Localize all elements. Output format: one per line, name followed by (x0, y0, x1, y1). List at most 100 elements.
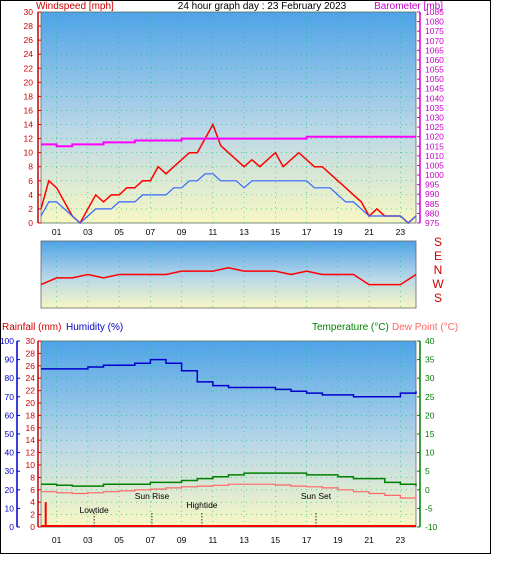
humidity-tick-label: 0 (9, 522, 14, 532)
x-tick-label: 05 (114, 227, 124, 237)
temp-plot-area (40, 340, 417, 528)
direction-series (40, 267, 417, 286)
humidity-tick-label: 30 (5, 466, 15, 476)
windspeed-tick-label: 28 (24, 21, 34, 31)
barometer-tick-label: 1055 (425, 65, 444, 75)
annotation-label: Sun Rise (135, 491, 170, 501)
windspeed-tick-label: 4 (28, 190, 33, 200)
humidity-tick-label: 50 (5, 429, 15, 439)
annotation-label: Sun Set (301, 491, 332, 501)
temperature-tick-label: 30 (425, 373, 435, 383)
x-tick-label: 01 (52, 535, 62, 545)
rainfall-tick-label: 20 (26, 398, 36, 408)
temperature-tick-label: 20 (425, 410, 435, 420)
dewpoint-label: Dew Point (°C) (392, 322, 458, 333)
humidity-tick-label: 10 (5, 503, 15, 513)
wind-plot-area (40, 11, 417, 224)
windspeed-tick-label: 18 (24, 91, 34, 101)
x-tick-label: 01 (52, 227, 62, 237)
barometer-tick-label: 990 (425, 189, 439, 199)
x-tick-label: 03 (83, 227, 93, 237)
windspeed-tick-label: 22 (24, 63, 34, 73)
temperature-tick-label: 5 (425, 466, 430, 476)
windspeed-tick-label: 10 (24, 148, 34, 158)
rainfall-tick-label: 4 (30, 497, 35, 507)
barometer-ticks: 9759809859909951000100510101015102010251… (417, 7, 444, 228)
temperature-tick-label: 0 (425, 485, 430, 495)
rainfall-tick-label: 2 (30, 510, 35, 520)
temperature-tick-label: 35 (425, 355, 435, 365)
rainfall-tick-label: 18 (26, 410, 36, 420)
temperature-tick-label: -10 (425, 522, 438, 532)
direction-plot-area (40, 240, 417, 309)
x-tick-label: 19 (333, 535, 343, 545)
windspeed-label: Windspeed [mph] (36, 1, 114, 12)
x-tick-label: 11 (208, 227, 217, 237)
rainfall-tick-label: 22 (26, 386, 36, 396)
barometer-tick-label: 1075 (425, 26, 444, 36)
barometer-tick-label: 980 (425, 208, 439, 218)
rainfall-tick-label: 12 (26, 448, 36, 458)
windspeed-tick-label: 30 (24, 7, 34, 17)
humidity-tick-label: 60 (5, 410, 15, 420)
humidity-tick-label: 70 (5, 392, 15, 402)
humidity-tick-label: 20 (5, 485, 15, 495)
barometer-tick-label: 1005 (425, 160, 444, 170)
barometer-tick-label: 1025 (425, 122, 444, 132)
rainfall-tick-label: 16 (26, 423, 36, 433)
x-tick-label: 11 (208, 535, 217, 545)
barometer-label: Barometer [mb] (374, 1, 443, 12)
rainfall-tick-label: 24 (26, 373, 36, 383)
x-tick-label: 21 (364, 535, 374, 545)
wind-series (40, 122, 417, 225)
rainfall-tick-label: 8 (30, 472, 35, 482)
direction-label: W (432, 277, 444, 291)
windspeed-tick-label: 2 (28, 204, 33, 214)
x-tick-label: 13 (239, 535, 249, 545)
annotation-label: Lowtide (79, 505, 109, 515)
direction-label: S (434, 291, 442, 305)
rainfall-tick-label: 10 (26, 460, 36, 470)
windspeed-tick-label: 24 (24, 49, 34, 59)
direction-label: N (434, 263, 443, 277)
barometer-tick-label: 1080 (425, 17, 444, 27)
temp-series (41, 358, 417, 527)
barometer-tick-label: 1015 (425, 141, 444, 151)
average-wind-line (40, 173, 417, 224)
rainfall-tick-label: 14 (26, 435, 36, 445)
barometer-tick-label: 1040 (425, 93, 444, 103)
windspeed-tick-label: 14 (24, 120, 34, 130)
x-tick-label: 03 (83, 535, 93, 545)
x-tick-label: 09 (177, 535, 187, 545)
humidity-tick-label: 100 (0, 336, 14, 346)
barometer-tick-label: 1050 (425, 74, 444, 84)
direction-grid (56, 241, 401, 308)
rainfall-tick-label: 6 (30, 485, 35, 495)
x-tick-label: 23 (396, 535, 406, 545)
barometer-tick-label: 1065 (425, 45, 444, 55)
temp-x-ticks: 01 03 05 07 09 11 13 15 17 19 21 23 (52, 535, 405, 545)
barometer-line (41, 135, 416, 148)
direction-label: E (434, 249, 442, 263)
barometer-tick-label: 1060 (425, 55, 444, 65)
windspeed-tick-label: 12 (24, 134, 34, 144)
wind-x-ticks: 01 03 05 07 09 11 13 15 17 19 21 23 (52, 227, 405, 237)
humidity-label: Humidity (%) (66, 322, 123, 333)
x-tick-label: 21 (364, 227, 374, 237)
tide-sun-annotations: Lowtide Sun Rise Hightide Sun Set (79, 491, 332, 527)
barometer-tick-label: 985 (425, 199, 439, 209)
barometer-tick-label: 1085 (425, 7, 444, 17)
graph-title: 24 hour graph day : 23 February 2023 (178, 1, 347, 12)
x-tick-label: 05 (114, 535, 124, 545)
x-tick-label: 07 (146, 227, 156, 237)
x-tick-label: 15 (271, 535, 281, 545)
x-tick-label: 13 (239, 227, 249, 237)
barometer-tick-label: 1010 (425, 151, 444, 161)
temperature-tick-label: 25 (425, 392, 435, 402)
temperature-line (41, 472, 417, 487)
windspeed-tick-label: 0 (28, 218, 33, 228)
temperature-tick-label: 40 (425, 336, 435, 346)
